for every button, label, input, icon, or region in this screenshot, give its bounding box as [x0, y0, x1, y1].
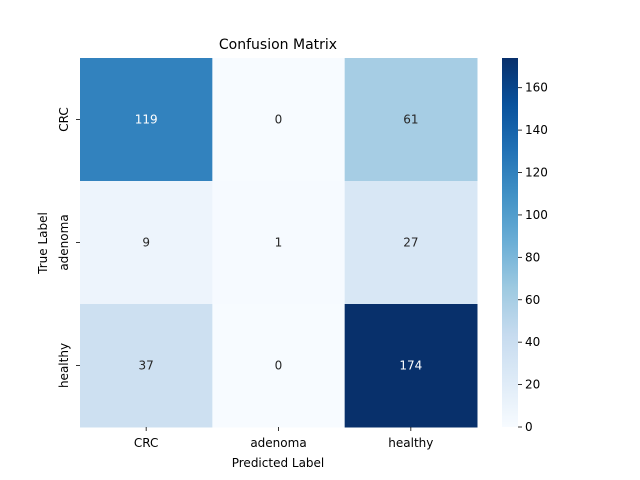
heatmap-cell — [212, 58, 346, 182]
x-tick-label: healthy — [388, 436, 433, 450]
heatmap-cell — [212, 304, 346, 428]
cell-value-label: 37 — [139, 359, 154, 373]
cell-value-label: 27 — [403, 236, 418, 250]
x-axis-ticks: CRC adenoma healthy — [134, 427, 433, 450]
colorbar-tick-label: 140 — [525, 123, 548, 137]
colorbar-tick-label: 120 — [525, 166, 548, 180]
x-tick-label: CRC — [134, 436, 159, 450]
heatmap-cells: 119 0 61 9 1 27 37 0 174 — [80, 58, 478, 428]
cell-value-label: 119 — [135, 113, 158, 127]
cell-value-label: 61 — [403, 113, 418, 127]
colorbar-tick-label: 60 — [525, 293, 540, 307]
colorbar: 0 20 40 60 80 100 120 140 160 — [502, 58, 548, 434]
cell-value-label: 9 — [142, 236, 150, 250]
cell-value-label: 0 — [275, 359, 283, 373]
colorbar-tick-label: 80 — [525, 250, 540, 264]
cell-value-label: 0 — [275, 113, 283, 127]
x-tick-label: adenoma — [250, 436, 306, 450]
heatmap-cell — [344, 304, 478, 428]
chart-title: Confusion Matrix — [219, 37, 337, 53]
cell-value-label: 1 — [275, 236, 283, 250]
colorbar-ticks: 0 20 40 60 80 100 120 140 160 — [518, 81, 548, 434]
y-axis-label: True Label — [36, 212, 50, 275]
y-tick-label: healthy — [57, 343, 71, 388]
heatmap-cell — [344, 58, 478, 182]
heatmap-cell — [212, 181, 346, 305]
heatmap-cell — [80, 181, 213, 305]
x-axis-label: Predicted Label — [232, 456, 325, 470]
colorbar-tick-label: 0 — [525, 420, 533, 434]
colorbar-gradient — [502, 58, 518, 427]
colorbar-tick-label: 20 — [525, 378, 540, 392]
colorbar-tick-label: 100 — [525, 208, 548, 222]
heatmap-cell — [344, 181, 478, 305]
y-axis-ticks: CRC adenoma healthy — [57, 107, 80, 388]
y-tick-label: CRC — [57, 107, 71, 132]
colorbar-tick-label: 40 — [525, 335, 540, 349]
cell-value-label: 174 — [399, 359, 422, 373]
colorbar-tick-label: 160 — [525, 81, 548, 95]
heatmap-cell — [80, 304, 213, 428]
heatmap-cell — [80, 58, 213, 182]
y-tick-label: adenoma — [57, 214, 71, 270]
